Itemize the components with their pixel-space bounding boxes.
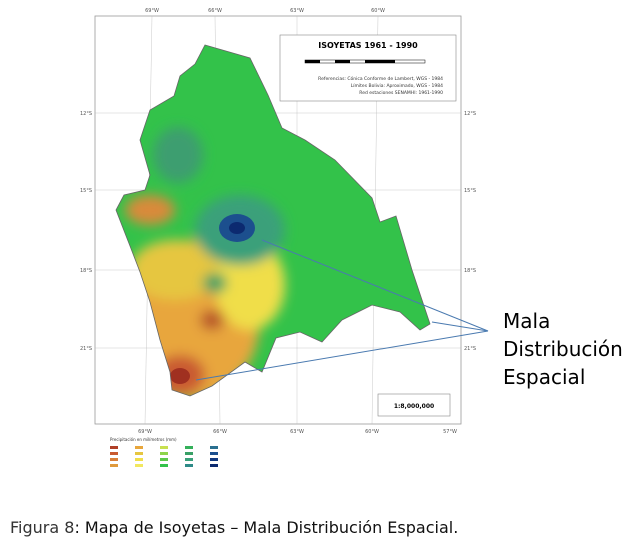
annotation: Mala <box>503 309 550 333</box>
longitude-label: 57°W <box>443 429 457 435</box>
reference-text: Límites Bolivia: Aproximado, WGS - 1984 <box>351 82 443 89</box>
latitude-label: 15°S <box>464 188 476 194</box>
caption-label: Figura 8 <box>10 518 75 537</box>
reference-text: Red estaciones SENAMHI: 1961-1990 <box>359 90 443 96</box>
longitude-label: 63°W <box>290 429 304 435</box>
scale-bar <box>304 59 426 64</box>
longitude-label: 69°W <box>145 8 159 14</box>
scale-text: 1:8,000,000 <box>394 403 434 410</box>
longitude-label: 66°W <box>213 429 227 435</box>
map-title: ISOYETAS 1961 - 1990 <box>318 41 418 50</box>
caption-text: : Mapa de Isoyetas – Mala Distribución E… <box>74 518 459 537</box>
legend-swatches <box>110 446 218 467</box>
latitude-label: 12°S <box>80 111 92 117</box>
annotation: Espacial <box>503 365 585 389</box>
scale-box <box>377 393 451 417</box>
latitude-label: 12°S <box>464 111 476 117</box>
latitude-label: 15°S <box>80 188 92 194</box>
latitude-label: 18°S <box>464 268 476 274</box>
longitude-label: 60°W <box>371 8 385 14</box>
longitude-label: 63°W <box>290 8 304 14</box>
latitude-label: 18°S <box>80 268 92 274</box>
latitude-label: 21°S <box>80 346 92 352</box>
reference-text: Referencias: Cónica Conforme de Lambert,… <box>318 75 443 82</box>
border <box>115 44 431 397</box>
annotation-lines <box>195 239 489 381</box>
annotation: Distribución <box>503 337 623 361</box>
legend-title: Precipitación en milímetros (mm) <box>110 437 177 442</box>
title-box <box>279 34 457 102</box>
longitude-label: 69°W <box>138 429 152 435</box>
longitude-label: 66°W <box>208 8 222 14</box>
longitude-label: 60°W <box>365 429 379 435</box>
latitude-label: 21°S <box>464 346 476 352</box>
caption: Figura 8: Mapa de Isoyetas – Mala Distri… <box>10 518 458 537</box>
